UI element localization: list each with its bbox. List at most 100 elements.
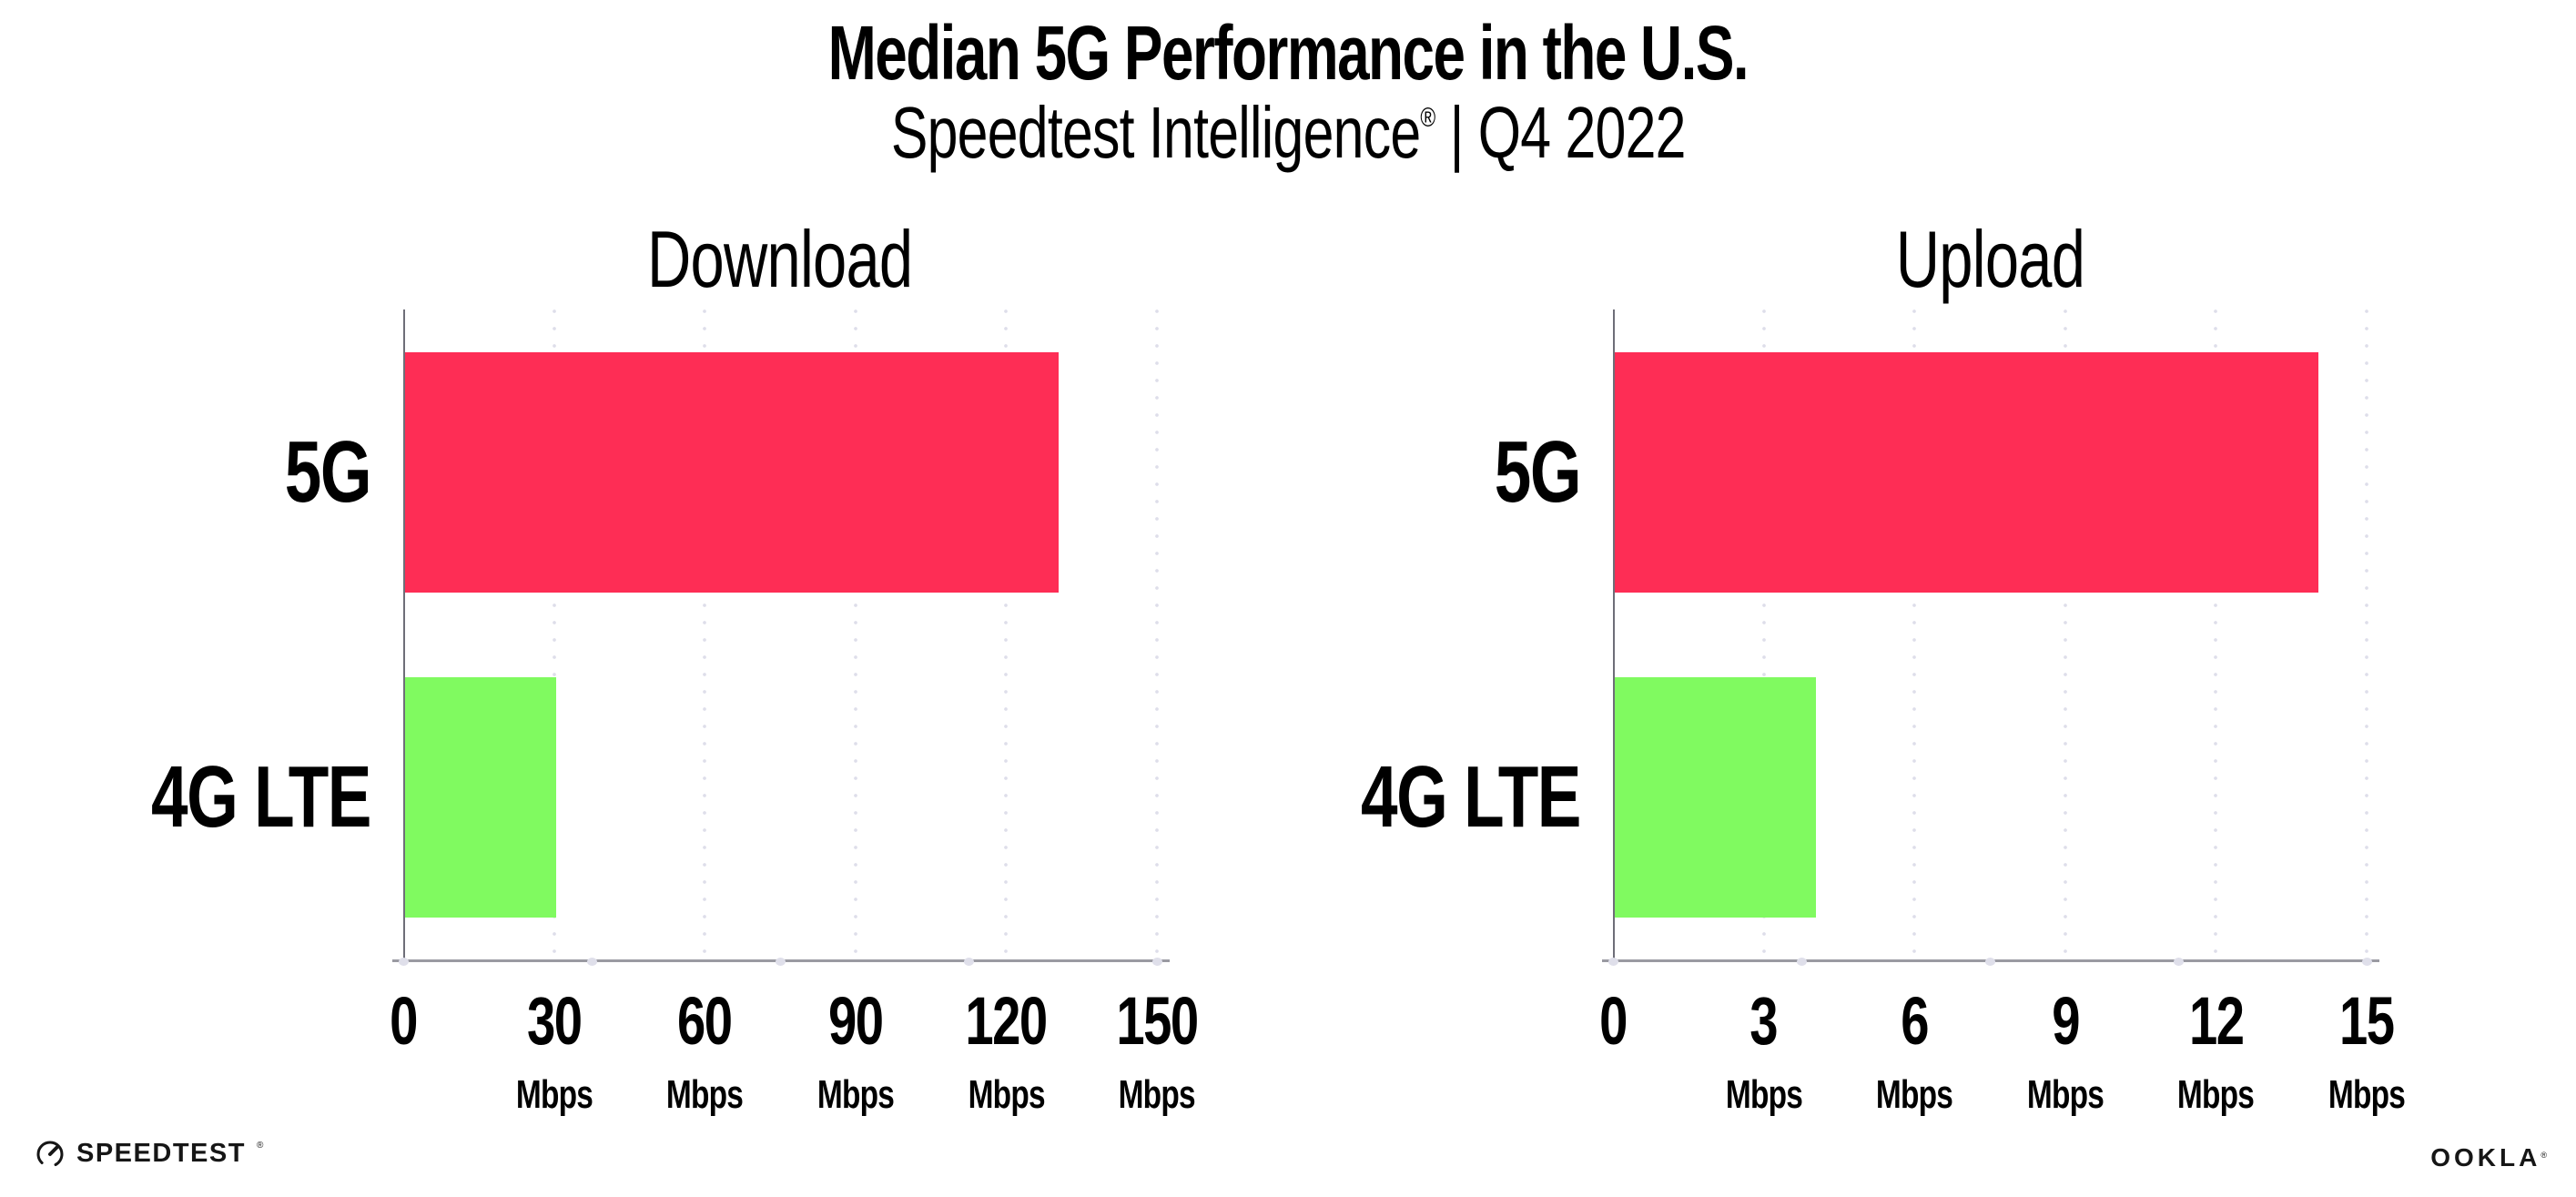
speedtest-logo: SPEEDTEST ® <box>35 1138 263 1169</box>
category-label-5g: 5G <box>258 423 372 521</box>
bar-4g-lte-upload <box>1615 677 1816 918</box>
x-tick-unit-text: Mbps <box>2026 1072 2104 1117</box>
x-tick-value-text: 3 <box>1749 983 1779 1059</box>
x-tick-unit: Mbps <box>1864 1075 1965 1115</box>
x-tick-0-upload: 0 <box>1595 988 1630 1055</box>
x-tick-value-text: 0 <box>390 983 418 1059</box>
x-tick-unit: Mbps <box>2317 1075 2418 1115</box>
subtitle-brand: Speedtest Intelligence <box>890 92 1421 173</box>
x-tick-value: 30 <box>503 988 604 1055</box>
gridline-90 <box>853 309 857 960</box>
axis-dot <box>1152 958 1162 966</box>
gridline-12 <box>2214 309 2218 960</box>
x-tick-12-upload: 12 Mbps <box>2165 988 2267 1115</box>
x-tick-value: 12 <box>2165 988 2267 1055</box>
axis-dot <box>587 958 597 966</box>
x-tick-unit: Mbps <box>1103 1075 1210 1115</box>
x-tick-3-upload: 3 Mbps <box>1713 988 1814 1115</box>
category-label-text: 4G LTE <box>151 748 371 846</box>
axis-dot <box>776 958 786 966</box>
page-title-text: Median 5G Performance in the U.S. <box>827 10 1749 96</box>
x-tick-value: 0 <box>1595 988 1630 1055</box>
x-tick-unit-text: Mbps <box>816 1072 895 1117</box>
x-tick-90-download: 90 Mbps <box>805 988 906 1115</box>
x-tick-value: 15 <box>2317 988 2418 1055</box>
x-tick-value-text: 9 <box>2051 983 2080 1059</box>
x-tick-unit: Mbps <box>503 1075 604 1115</box>
x-tick-unit: Mbps <box>2014 1075 2115 1115</box>
x-tick-30-download: 30 Mbps <box>503 988 604 1115</box>
x-tick-value: 3 <box>1713 988 1814 1055</box>
chart-title-download: Download <box>367 213 1193 306</box>
axis-dot <box>1985 958 1995 966</box>
category-label-4g-lte: 4G LTE <box>1292 748 1581 846</box>
category-label-text: 5G <box>284 423 372 521</box>
category-label-text: 5G <box>1494 423 1582 521</box>
x-tick-unit-text: Mbps <box>2177 1072 2255 1117</box>
speedtest-wordmark: SPEEDTEST <box>76 1138 246 1168</box>
x-tick-value-text: 60 <box>677 983 733 1059</box>
x-tick-9-upload: 9 Mbps <box>2014 988 2115 1115</box>
x-tick-value-text: 90 <box>828 983 884 1059</box>
x-tick-unit-text: Mbps <box>2328 1072 2406 1117</box>
x-tick-value-text: 12 <box>2188 983 2245 1059</box>
axis-dot <box>399 958 409 966</box>
x-tick-60-download: 60 Mbps <box>654 988 756 1115</box>
x-tick-unit: Mbps <box>953 1075 1060 1115</box>
category-label-5g: 5G <box>1467 423 1582 521</box>
page-title: Median 5G Performance in the U.S. <box>0 9 2576 97</box>
x-tick-value-text: 30 <box>526 983 583 1059</box>
chart-title-text: Download <box>647 214 913 304</box>
x-tick-15-upload: 15 Mbps <box>2317 988 2418 1115</box>
gridline-3 <box>1761 309 1766 960</box>
x-tick-unit: Mbps <box>805 1075 906 1115</box>
ookla-logo: OOKLA® <box>2430 1143 2547 1172</box>
axis-dot <box>2174 958 2184 966</box>
gridline-120 <box>1004 309 1009 960</box>
y-axis <box>403 309 405 960</box>
x-tick-unit: Mbps <box>2165 1075 2267 1115</box>
speedtest-trademark-icon: ® <box>256 1140 264 1151</box>
x-tick-value: 0 <box>385 988 421 1055</box>
x-tick-0-download: 0 <box>385 988 421 1055</box>
axis-dot <box>1797 958 1807 966</box>
x-tick-value: 60 <box>654 988 756 1055</box>
x-tick-value: 9 <box>2014 988 2115 1055</box>
chart-title-upload: Upload <box>1577 213 2403 306</box>
gridline-30 <box>552 309 556 960</box>
x-tick-value: 120 <box>953 988 1060 1055</box>
x-tick-value: 150 <box>1103 988 1210 1055</box>
x-tick-120-download: 120 Mbps <box>953 988 1060 1115</box>
y-axis <box>1613 309 1615 960</box>
x-tick-unit-text: Mbps <box>1876 1072 1953 1117</box>
x-tick-value-text: 6 <box>1901 983 1929 1059</box>
category-label-text: 4G LTE <box>1361 748 1581 846</box>
x-tick-value-text: 0 <box>1599 983 1628 1059</box>
page-subtitle: Speedtest Intelligence® | Q4 2022 <box>0 91 2576 175</box>
chart-title-text: Upload <box>1895 214 2084 304</box>
axis-dot <box>1608 958 1618 966</box>
plot-download: 5G 4G LTE <box>151 309 1170 966</box>
x-tick-value: 6 <box>1864 988 1965 1055</box>
x-tick-value-text: 150 <box>1116 983 1199 1059</box>
x-tick-value: 90 <box>805 988 906 1055</box>
gridline-60 <box>703 309 707 960</box>
subtitle-period: | Q4 2022 <box>1435 92 1686 173</box>
x-tick-150-download: 150 Mbps <box>1103 988 1210 1115</box>
gridline-150 <box>1155 309 1159 960</box>
bar-4g-lte-download <box>405 677 556 918</box>
axis-dot <box>964 958 974 966</box>
bar-5g-upload <box>1615 352 2318 593</box>
ookla-registered-icon: ® <box>2541 1151 2547 1160</box>
x-tick-unit-text: Mbps <box>1725 1072 1802 1117</box>
registered-mark-icon: ® <box>1420 103 1435 134</box>
x-tick-unit-text: Mbps <box>1118 1072 1196 1117</box>
x-tick-unit-text: Mbps <box>515 1072 593 1117</box>
speedtest-gauge-icon <box>36 1141 64 1168</box>
gridline-6 <box>1912 309 1917 960</box>
x-tick-value-text: 15 <box>2339 983 2395 1059</box>
bar-5g-download <box>405 352 1059 593</box>
x-tick-value-text: 120 <box>965 983 1049 1059</box>
x-tick-unit-text: Mbps <box>666 1072 744 1117</box>
